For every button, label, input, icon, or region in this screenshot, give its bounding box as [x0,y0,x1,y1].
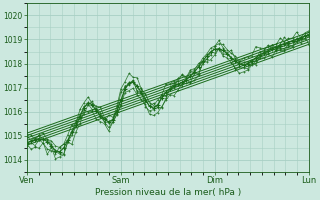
X-axis label: Pression niveau de la mer( hPa ): Pression niveau de la mer( hPa ) [95,188,241,197]
